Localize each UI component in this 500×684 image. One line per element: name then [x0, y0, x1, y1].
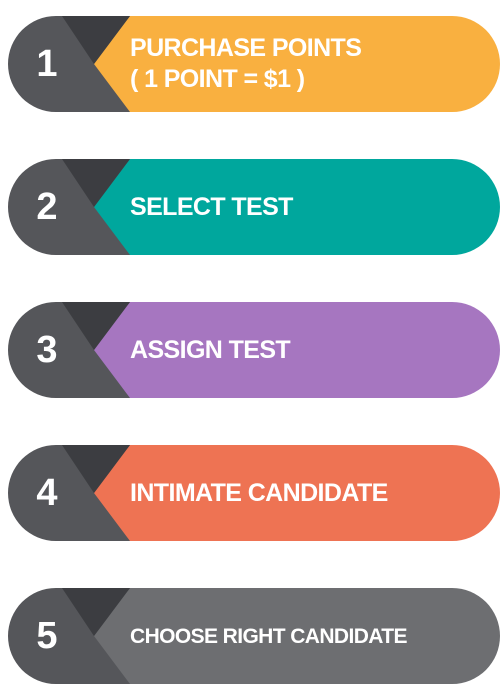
step-2-label-line-1: SELECT TEST — [130, 192, 293, 221]
step-3-number: 3 — [36, 329, 58, 371]
step-4-shape — [8, 445, 500, 541]
step-2-colored-pill — [66, 159, 500, 255]
step-3-colored-pill — [66, 302, 500, 398]
step-1-label-line-1: PURCHASE POINTS — [130, 34, 362, 62]
step-1-colored-pill — [66, 16, 500, 112]
step-4-number: 4 — [36, 472, 58, 514]
step-5-badge-fold — [62, 588, 130, 636]
step-5: 5 CHOOSE RIGHT CANDIDATE — [8, 588, 500, 684]
step-4-label: INTIMATE CANDIDATE — [130, 445, 476, 541]
step-1-number: 1 — [36, 43, 58, 85]
step-4-colored-pill — [66, 445, 500, 541]
step-5-colored-pill — [66, 588, 500, 684]
step-4: 4 INTIMATE CANDIDATE — [8, 445, 500, 541]
step-1-label: PURCHASE POINTS ( 1 POINT = $1 ) — [130, 16, 476, 112]
step-5-label-line-1: CHOOSE RIGHT CANDIDATE — [130, 624, 408, 648]
step-2-number: 2 — [36, 186, 58, 228]
step-1-shape — [8, 16, 500, 112]
step-5-shape — [8, 588, 500, 684]
step-5-number: 5 — [36, 615, 58, 657]
step-4-label-line-1: INTIMATE CANDIDATE — [130, 478, 388, 507]
step-5-label: CHOOSE RIGHT CANDIDATE — [130, 588, 476, 684]
step-4-badge-fold — [62, 445, 130, 493]
step-3-shape — [8, 302, 500, 398]
step-3-badge-fold — [62, 302, 130, 350]
step-2: 2 SELECT TEST — [8, 159, 500, 255]
step-1: 1 PURCHASE POINTS ( 1 POINT = $1 ) — [8, 16, 500, 112]
step-1-label-line-2: ( 1 POINT = $1 ) — [130, 65, 305, 93]
step-3: 3 ASSIGN TEST — [8, 302, 500, 398]
step-3-label-line-1: ASSIGN TEST — [130, 335, 291, 364]
step-2-badge-fold — [62, 159, 130, 207]
step-2-shape — [8, 159, 500, 255]
step-3-label: ASSIGN TEST — [130, 302, 476, 398]
step-2-label: SELECT TEST — [130, 159, 476, 255]
step-1-badge-fold — [62, 16, 130, 64]
